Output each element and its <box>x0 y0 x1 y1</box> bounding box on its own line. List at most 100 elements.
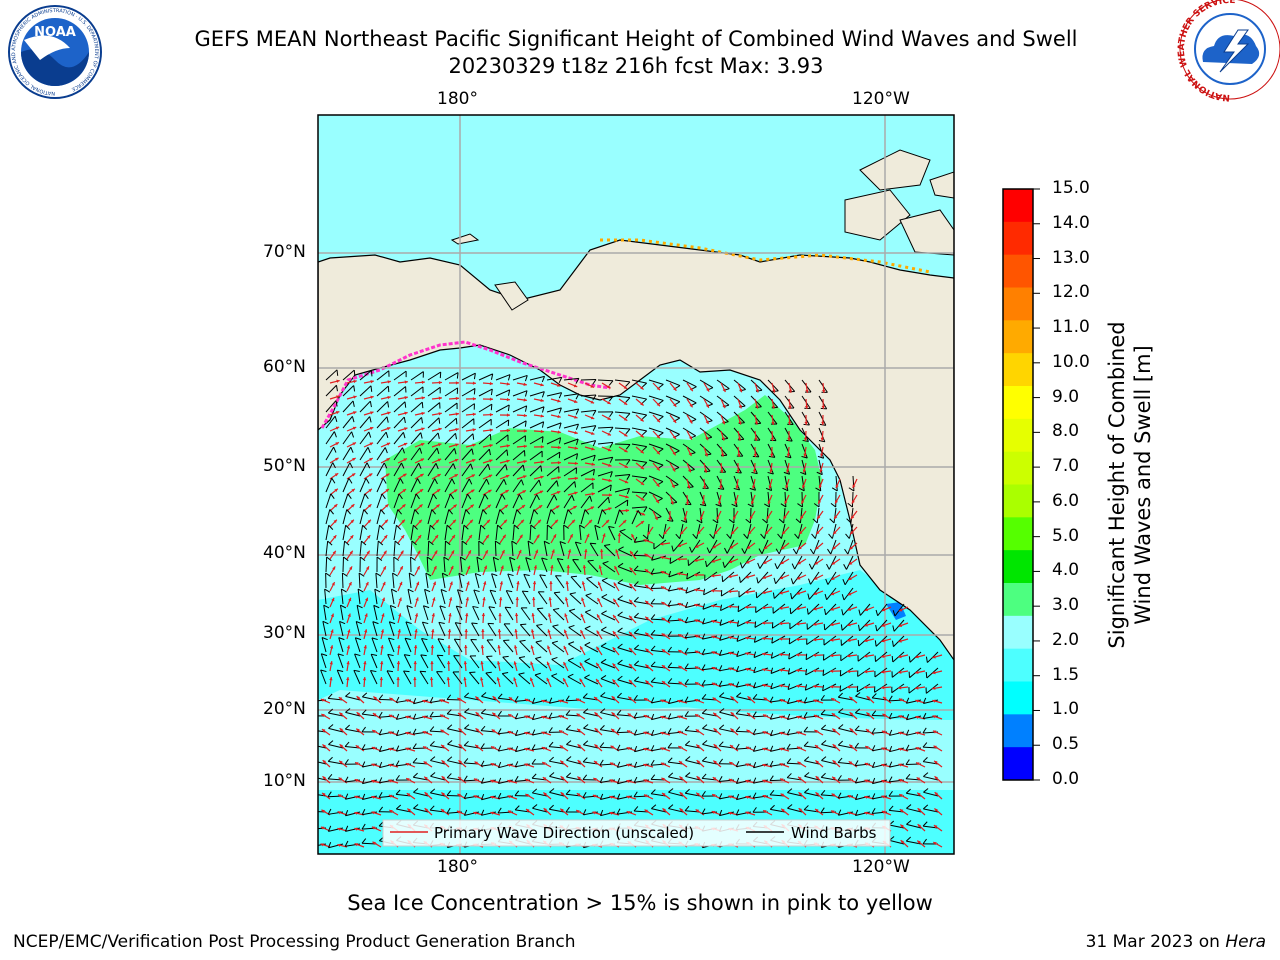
wave-arrow-head <box>779 715 783 719</box>
wave-arrow-head <box>609 811 613 815</box>
wind-barb <box>788 635 803 645</box>
colorbar-tick-label: 4.0 <box>1052 560 1080 581</box>
wind-barb-flag <box>435 463 439 470</box>
wind-barb-flag <box>395 760 400 767</box>
wave-arrow-head <box>531 613 535 617</box>
wind-barb-flag <box>448 509 453 515</box>
wind-barb-flag <box>311 773 316 777</box>
wave-arrow-head <box>739 388 743 393</box>
wave-arrow-head <box>796 606 800 611</box>
wave-arrow-head <box>564 597 569 601</box>
wave-arrow-head <box>898 715 903 719</box>
wind-barb-flag <box>803 726 809 733</box>
wind-barb-flag <box>367 447 371 454</box>
wind-barb <box>387 654 395 669</box>
wind-barb <box>342 541 346 557</box>
wave-arrow-head <box>763 714 767 718</box>
wind-barb-flag <box>471 448 474 455</box>
wave-arrow-head <box>591 477 595 481</box>
wind-barb-flag <box>480 743 485 749</box>
wave-arrow-head <box>881 639 885 643</box>
wave-arrow-head <box>898 731 902 735</box>
wind-barb-flag <box>651 804 657 810</box>
wind-barb <box>682 459 695 470</box>
wind-barb <box>444 372 459 381</box>
wave-arrow-head <box>749 516 753 520</box>
wind-barb <box>469 655 480 669</box>
wind-barb-flag <box>719 724 725 730</box>
wave-arrow-head <box>728 778 733 782</box>
wind-barb-flag <box>398 493 403 500</box>
wind-barb <box>614 395 630 399</box>
wind-barb-flag <box>667 615 672 622</box>
wind-barb-flag <box>854 708 861 714</box>
wind-barb-flag <box>633 660 640 666</box>
wind-barb-flag <box>800 471 807 475</box>
wind-barb <box>583 712 599 717</box>
wind-barb-flag <box>753 651 757 658</box>
wave-arrow-head <box>454 474 458 478</box>
wave-arrow-head <box>609 779 613 783</box>
wind-barb <box>511 541 514 557</box>
colorbar <box>1003 188 1040 781</box>
wind-barb-flag <box>892 610 896 617</box>
wind-barb-flag <box>685 756 691 761</box>
wind-barb <box>473 589 480 605</box>
wave-arrow-head <box>787 437 791 441</box>
wave-arrow-head <box>517 565 521 569</box>
wind-barb-flag <box>752 728 757 735</box>
wind-barb <box>535 658 548 669</box>
wave-arrow-head <box>779 684 783 688</box>
wind-barb-flag <box>412 728 417 735</box>
wind-barb <box>389 605 395 621</box>
wind-barb-flag <box>841 609 844 616</box>
wave-arrow-head <box>557 414 561 419</box>
wind-barb <box>618 549 633 557</box>
wave-arrow-head <box>337 811 342 815</box>
wind-barb <box>393 493 400 509</box>
wave-arrow-head <box>337 843 341 847</box>
wind-barb-flag <box>541 406 545 413</box>
wind-barb <box>359 478 367 493</box>
wind-barb <box>589 542 599 557</box>
wind-barb-flag <box>553 608 560 611</box>
wave-arrow-head <box>446 677 450 681</box>
wind-barb <box>601 629 616 637</box>
wind-barb-flag <box>801 455 808 459</box>
wind-barb-flag <box>456 605 463 609</box>
wind-barb-flag <box>735 726 741 732</box>
wind-barb <box>328 827 344 832</box>
wind-barb-flag <box>905 729 910 736</box>
wind-barb-flag <box>753 636 757 643</box>
wind-barb <box>529 524 532 541</box>
wave-arrow-head <box>420 458 425 462</box>
wind-barb <box>413 699 429 705</box>
wave-zone-0_5-1 <box>886 602 906 620</box>
wind-barb <box>495 389 510 397</box>
wind-barb-flag <box>548 727 553 733</box>
wave-arrow-head <box>607 416 611 420</box>
wave-arrow-head <box>745 620 749 625</box>
wave-arrow-head <box>816 530 820 535</box>
wave-arrow-head <box>932 670 936 675</box>
wind-barb <box>584 611 599 621</box>
wave-arrow-head <box>819 469 823 473</box>
wind-barb-flag <box>522 590 529 593</box>
wave-arrow-head <box>804 405 809 409</box>
wave-arrow-head <box>367 519 371 524</box>
wind-barb <box>716 491 722 507</box>
wind-barb-flag <box>820 772 826 778</box>
wave-arrow-head <box>577 760 582 764</box>
wave-arrow-head <box>388 794 393 798</box>
wind-barb-flag <box>514 761 519 768</box>
wind-barb-flag <box>475 573 482 577</box>
wave-arrow-head <box>496 661 501 665</box>
wave-arrow-head <box>354 843 359 847</box>
wind-barb <box>410 462 420 477</box>
wind-barb <box>325 509 331 525</box>
wind-barb <box>648 491 663 499</box>
wind-barb-flag <box>684 740 691 746</box>
colorbar-tick-label: 5.0 <box>1052 525 1080 546</box>
wave-arrow-head <box>592 811 596 815</box>
wind-barb <box>444 463 454 477</box>
